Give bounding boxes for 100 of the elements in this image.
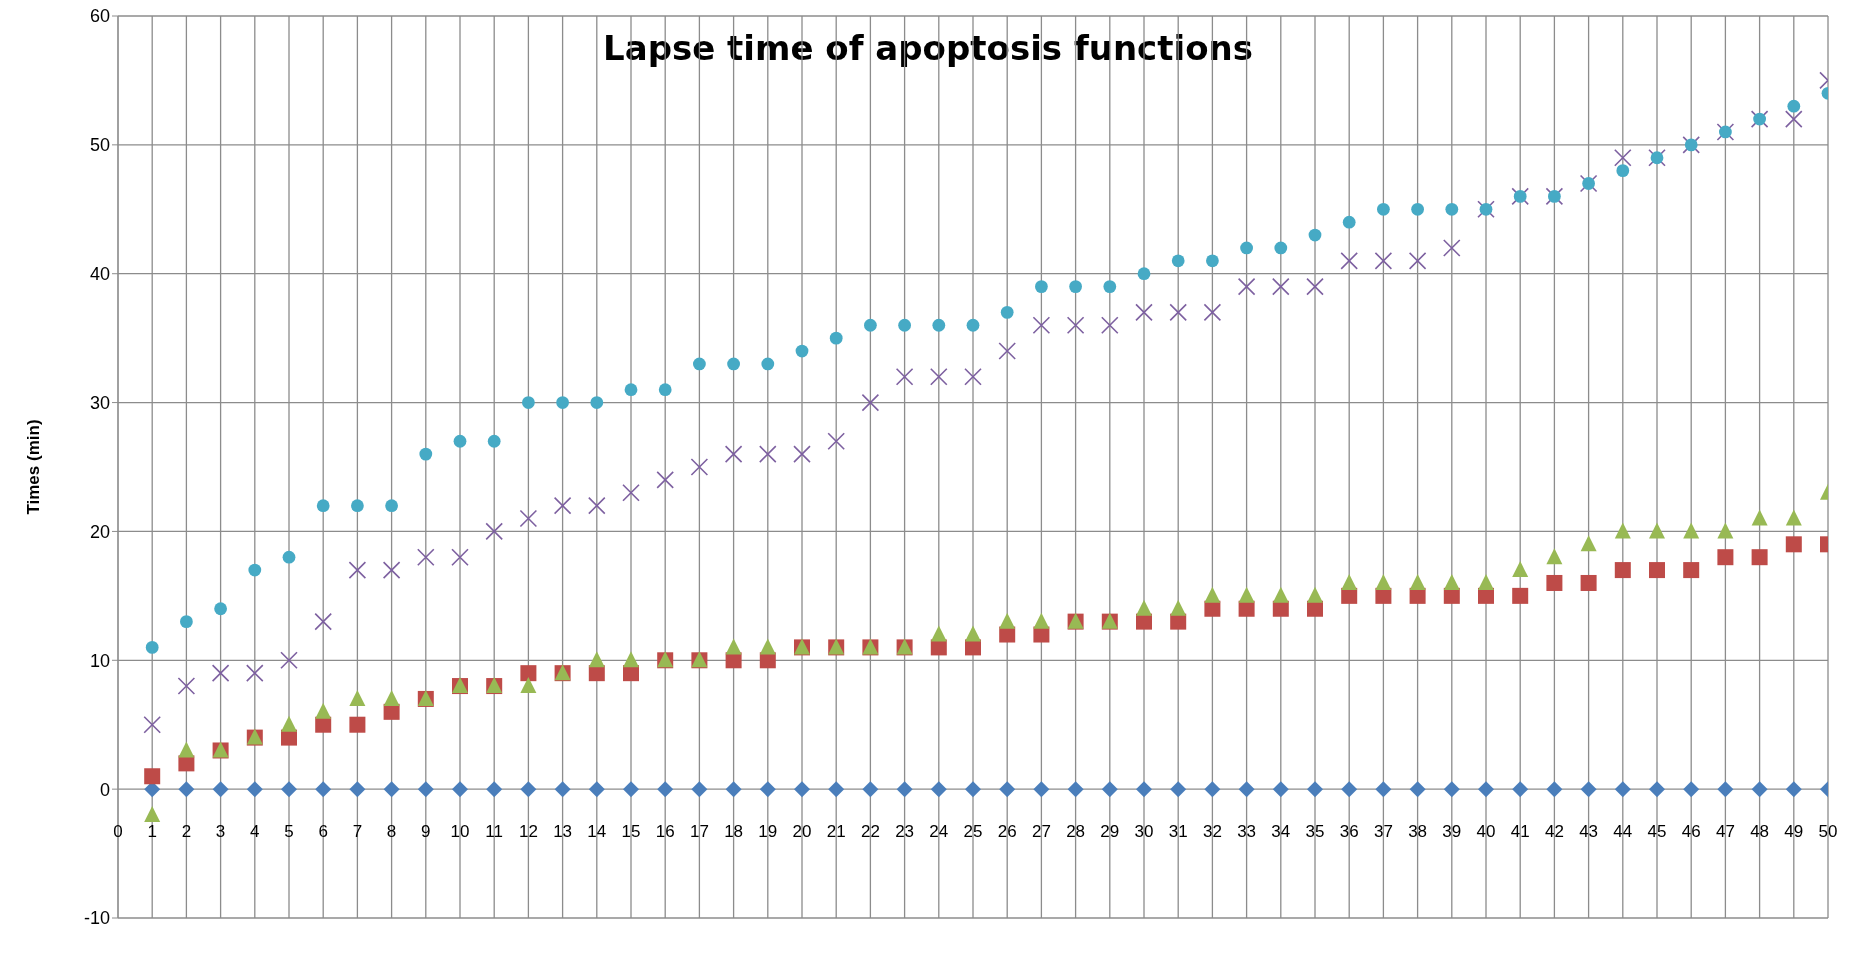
x-tick-label: 28	[1066, 822, 1086, 842]
point	[1717, 781, 1734, 798]
point	[1785, 781, 1802, 798]
point	[622, 483, 640, 502]
point	[693, 357, 706, 371]
point	[1272, 277, 1290, 296]
point	[829, 331, 843, 345]
x-tick-label: 46	[1681, 822, 1701, 842]
point	[827, 432, 845, 451]
x-tick-label: 40	[1476, 822, 1496, 842]
x-tick-label: 21	[826, 822, 846, 842]
point	[453, 434, 467, 448]
x-tick-label: 25	[963, 822, 983, 842]
point	[588, 651, 605, 668]
point	[1206, 254, 1219, 268]
point	[554, 781, 571, 798]
point	[383, 689, 400, 706]
point	[212, 781, 229, 798]
point	[520, 665, 537, 682]
x-tick-label: 6	[318, 822, 328, 842]
point	[1170, 781, 1187, 798]
point	[1274, 241, 1288, 255]
point	[828, 781, 845, 798]
x-tick-label: 39	[1442, 822, 1462, 842]
point	[759, 445, 777, 463]
point	[1411, 202, 1424, 216]
point	[930, 625, 947, 642]
x-tick-label: 0	[113, 822, 123, 842]
point	[1069, 280, 1082, 293]
point	[383, 781, 400, 798]
point	[1408, 252, 1427, 270]
point	[1000, 305, 1014, 319]
point	[1512, 561, 1529, 578]
x-tick-label: 22	[860, 822, 880, 842]
point	[1204, 586, 1221, 603]
point	[588, 496, 606, 515]
point	[417, 548, 435, 566]
point	[556, 396, 569, 409]
point	[930, 781, 947, 798]
point	[1137, 267, 1151, 281]
x-tick-label: 24	[929, 822, 949, 842]
y-tick-label: 20	[89, 521, 110, 542]
point	[1237, 277, 1256, 296]
point	[1272, 781, 1289, 798]
point	[1443, 781, 1460, 798]
y-tick-label: 0	[99, 779, 110, 800]
point	[999, 781, 1016, 798]
point	[1512, 587, 1529, 604]
point	[1445, 202, 1459, 216]
point	[964, 368, 982, 386]
point	[1135, 303, 1153, 322]
point	[385, 499, 398, 513]
point	[1580, 781, 1597, 798]
point	[349, 689, 366, 706]
point	[1203, 303, 1222, 322]
point	[1409, 573, 1426, 590]
point	[1409, 781, 1426, 798]
point	[485, 522, 503, 541]
point	[1546, 781, 1563, 798]
point	[211, 664, 230, 682]
x-tick-label: 12	[518, 822, 538, 842]
point	[451, 548, 469, 566]
point	[1240, 241, 1253, 255]
y-tick-label: -10	[83, 908, 110, 929]
point	[1342, 215, 1356, 229]
x-tick-label: 42	[1544, 822, 1564, 842]
point	[724, 445, 743, 463]
point	[932, 318, 946, 332]
point	[1136, 781, 1152, 798]
point	[1033, 612, 1050, 629]
point	[1307, 586, 1323, 603]
point	[1649, 562, 1665, 579]
point	[315, 702, 332, 719]
point	[348, 561, 367, 579]
point	[1033, 781, 1050, 798]
point	[1341, 573, 1358, 590]
x-tick-label: 34	[1271, 822, 1291, 842]
point	[898, 318, 911, 332]
point	[144, 768, 161, 785]
chart-title: Lapse time of apoptosis functions	[602, 28, 1254, 68]
point	[1751, 509, 1768, 526]
point	[246, 664, 264, 682]
x-tick-label: 30	[1134, 822, 1154, 842]
point	[966, 318, 980, 332]
point	[656, 471, 674, 489]
point	[1546, 548, 1563, 565]
point	[315, 781, 332, 798]
point	[862, 781, 879, 798]
x-tick-label: 23	[895, 822, 915, 842]
x-tick-label: 17	[689, 822, 709, 842]
point	[1238, 781, 1255, 798]
point	[1751, 781, 1768, 798]
point	[1238, 586, 1255, 603]
point	[1308, 228, 1322, 242]
x-tick-label: 35	[1305, 822, 1325, 842]
point	[520, 677, 537, 694]
x-tick-label: 16	[655, 822, 675, 842]
point	[1443, 573, 1460, 590]
x-tick-label: 1	[147, 822, 157, 842]
point	[1683, 781, 1700, 798]
